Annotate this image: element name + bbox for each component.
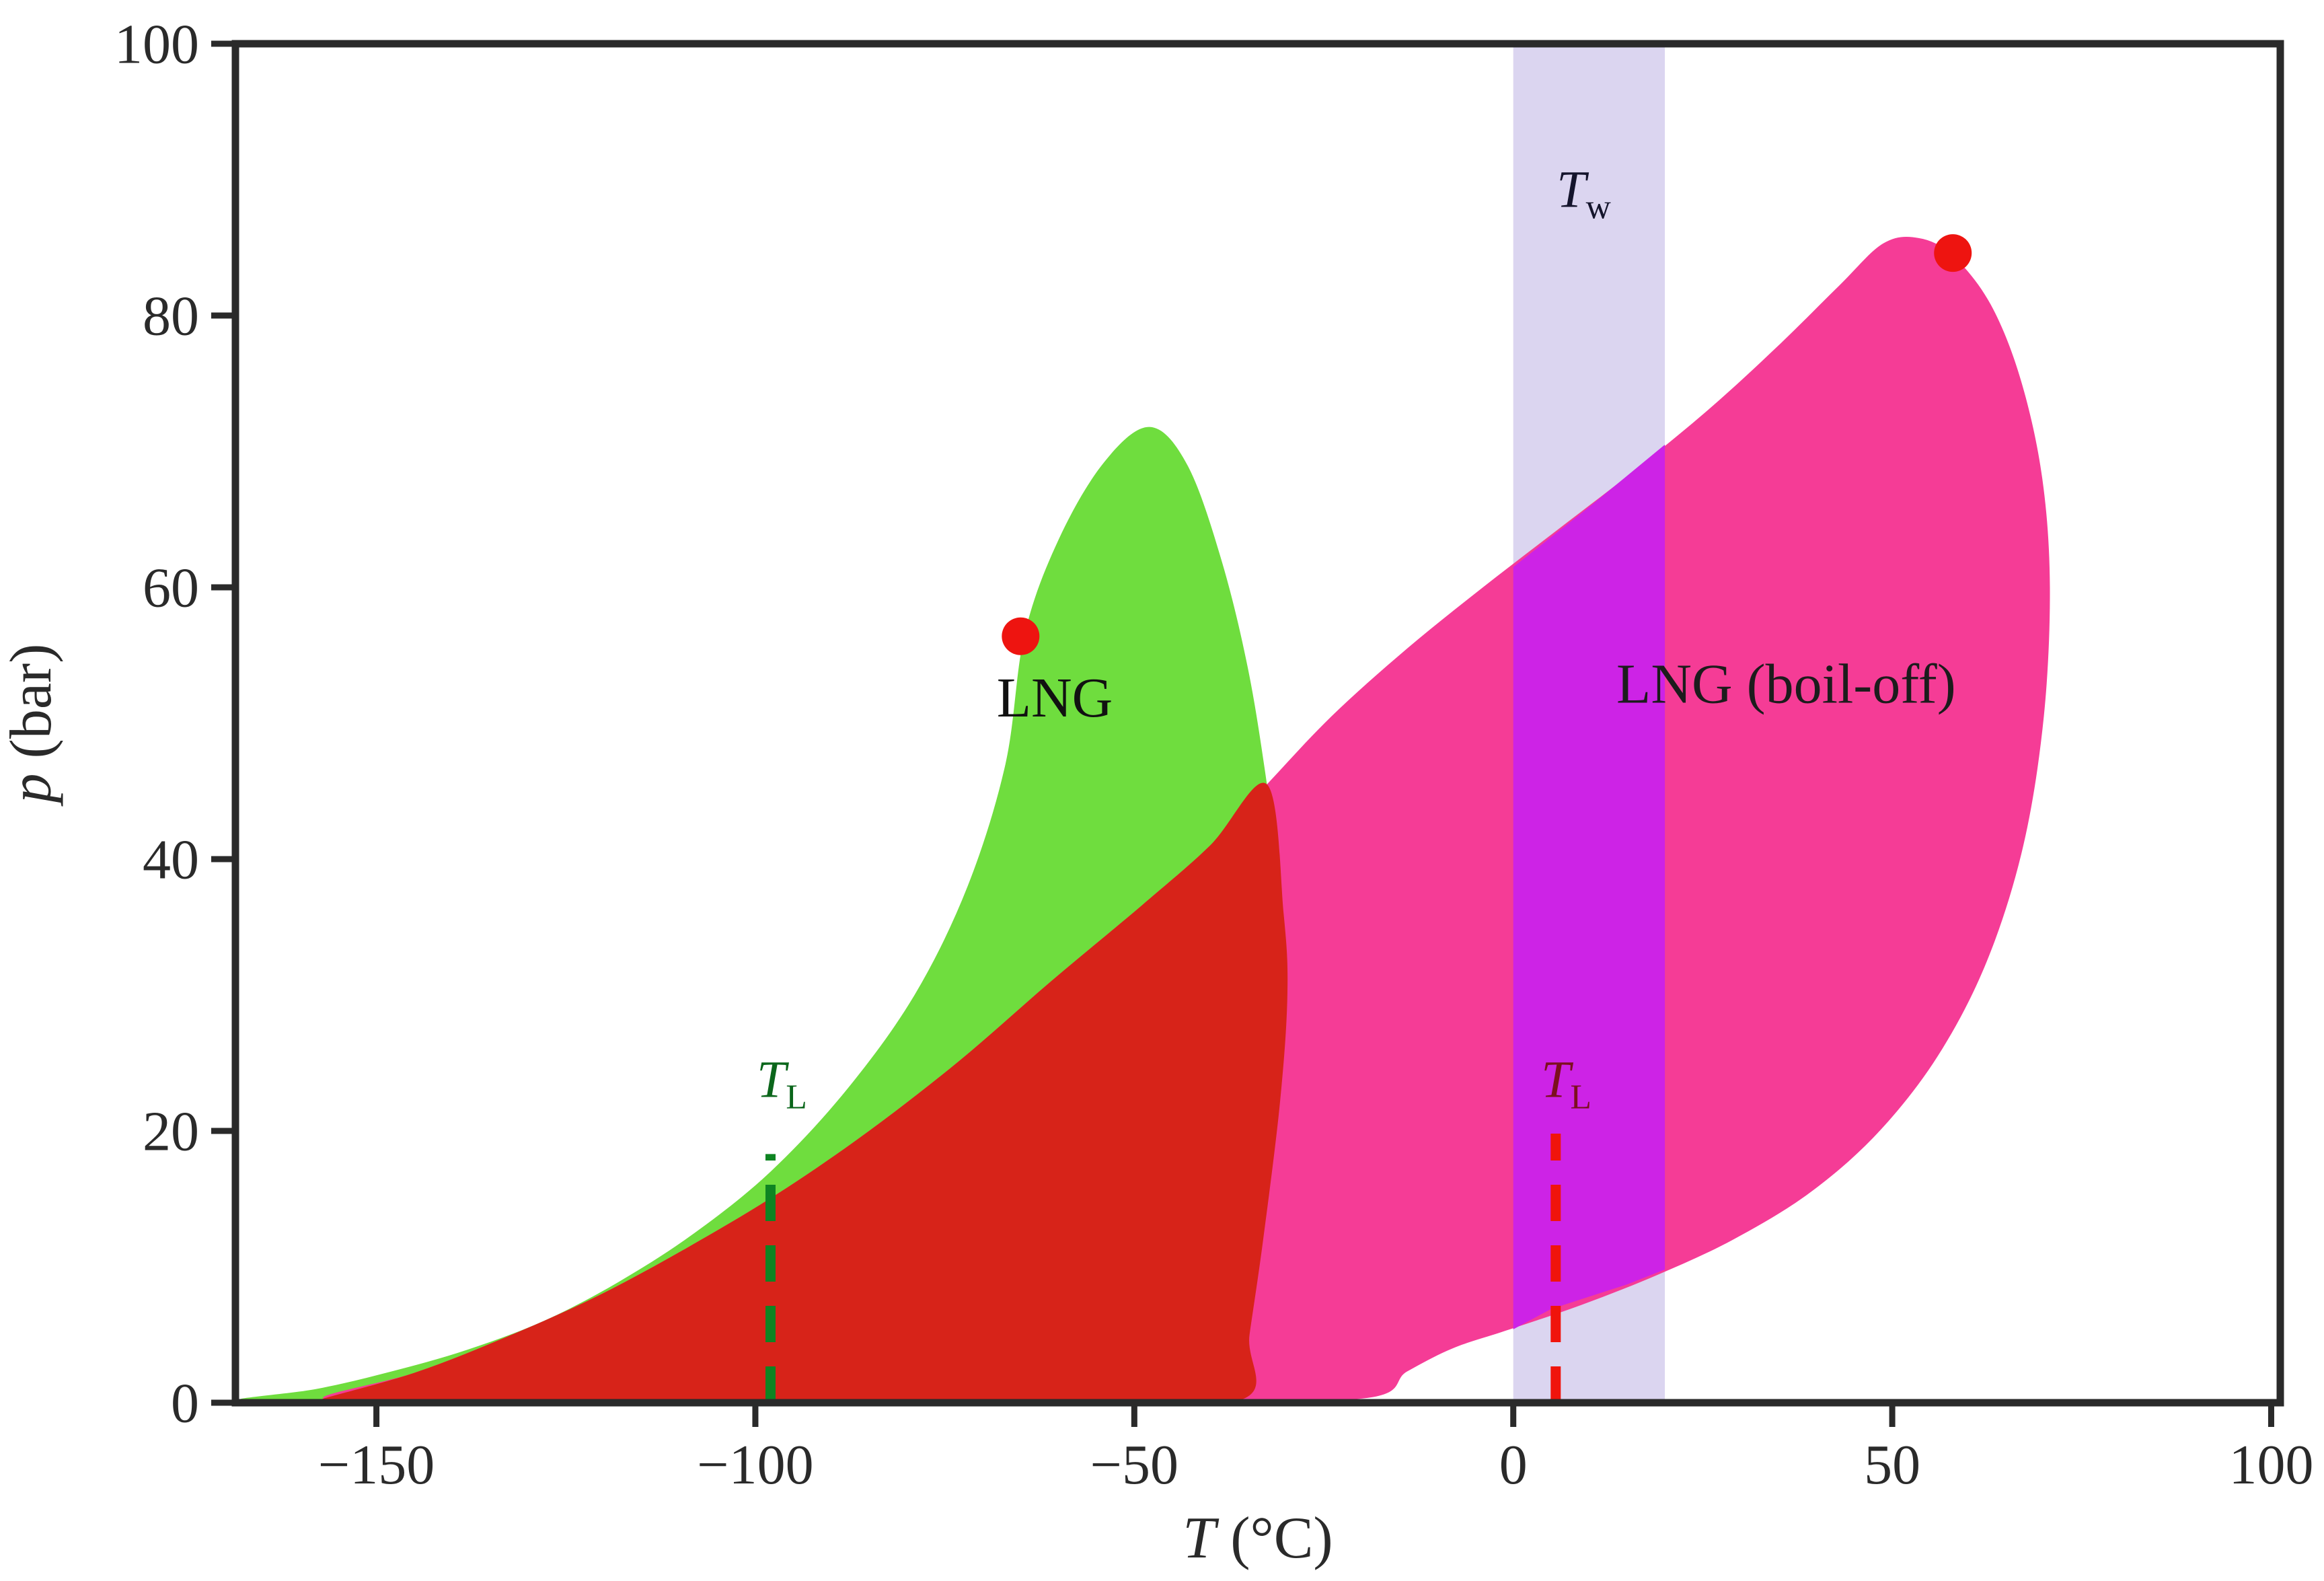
x-tick-label: −100 [697,1434,813,1496]
critical-point-boiloff [1934,234,1972,272]
y-tick-label: 20 [143,1101,199,1163]
y-tick-label: 0 [171,1372,199,1435]
y-tick-label: 100 [114,13,199,76]
y-tick-label: 60 [143,557,199,620]
region-envelope-overlap [317,782,1288,1403]
label-tl-boiloff: TL [1541,1050,1591,1117]
x-tick-label: −50 [1090,1434,1178,1496]
label-tw: Tw [1557,159,1611,226]
axes-frame [231,40,2284,1407]
x-tick-label: 100 [2228,1434,2313,1496]
label-lng-boiloff: LNG (boil-off) [1616,653,1956,716]
y-tick-label: 40 [143,829,199,891]
label-tl-lng: TL [757,1050,807,1117]
x-tick-label: 0 [1499,1434,1528,1496]
x-tick-label: 50 [1864,1434,1920,1496]
label-lng: LNG [997,667,1113,729]
critical-point-lng [1002,617,1040,655]
x-tick-label: −150 [318,1434,435,1496]
y-tick-label: 80 [143,285,199,348]
y-axis-label: p (bar) [0,644,64,807]
region-band-boiloff-overlap [1513,444,1665,1329]
x-axis-label: T (°C) [1183,1506,1333,1571]
plot-area [239,44,2050,1403]
